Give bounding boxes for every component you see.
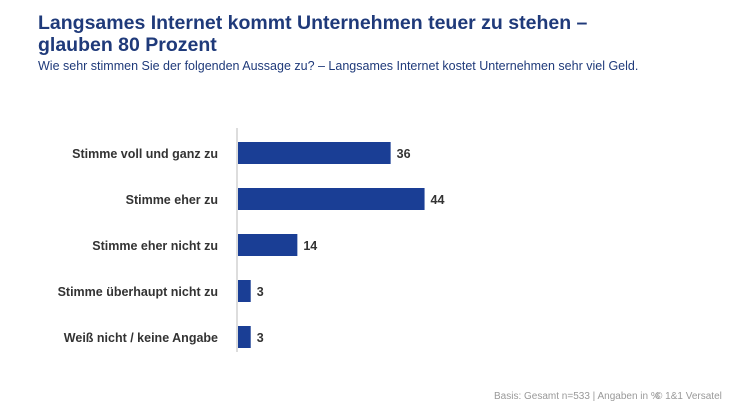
chart-subtitle: Wie sehr stimmen Sie der folgenden Aussa… [38, 59, 639, 73]
category-label: Stimme eher zu [126, 193, 218, 207]
data-label: 36 [397, 147, 411, 161]
bar [238, 234, 298, 256]
bar [238, 142, 391, 164]
category-label: Stimme voll und ganz zu [72, 147, 218, 161]
bar [238, 280, 251, 302]
chart-title: Langsames Internet kommt Unternehmen teu… [38, 12, 718, 56]
title-line-1: Langsames Internet kommt Unternehmen teu… [38, 12, 588, 34]
footer-note: Basis: Gesamt n=533 | Angaben in % [494, 391, 660, 402]
title-line-2: glauben 80 Prozent [38, 34, 217, 56]
data-label: 14 [303, 239, 317, 253]
data-label: 3 [257, 285, 264, 299]
category-label: Weiß nicht / keine Angabe [64, 331, 218, 345]
copyright: © 1&1 Versatel [655, 391, 722, 402]
data-label: 44 [431, 193, 445, 207]
bar [238, 188, 425, 210]
category-label: Stimme überhaupt nicht zu [58, 285, 218, 299]
data-label: 3 [257, 331, 264, 345]
category-label: Stimme eher nicht zu [92, 239, 218, 253]
bar [238, 326, 251, 348]
